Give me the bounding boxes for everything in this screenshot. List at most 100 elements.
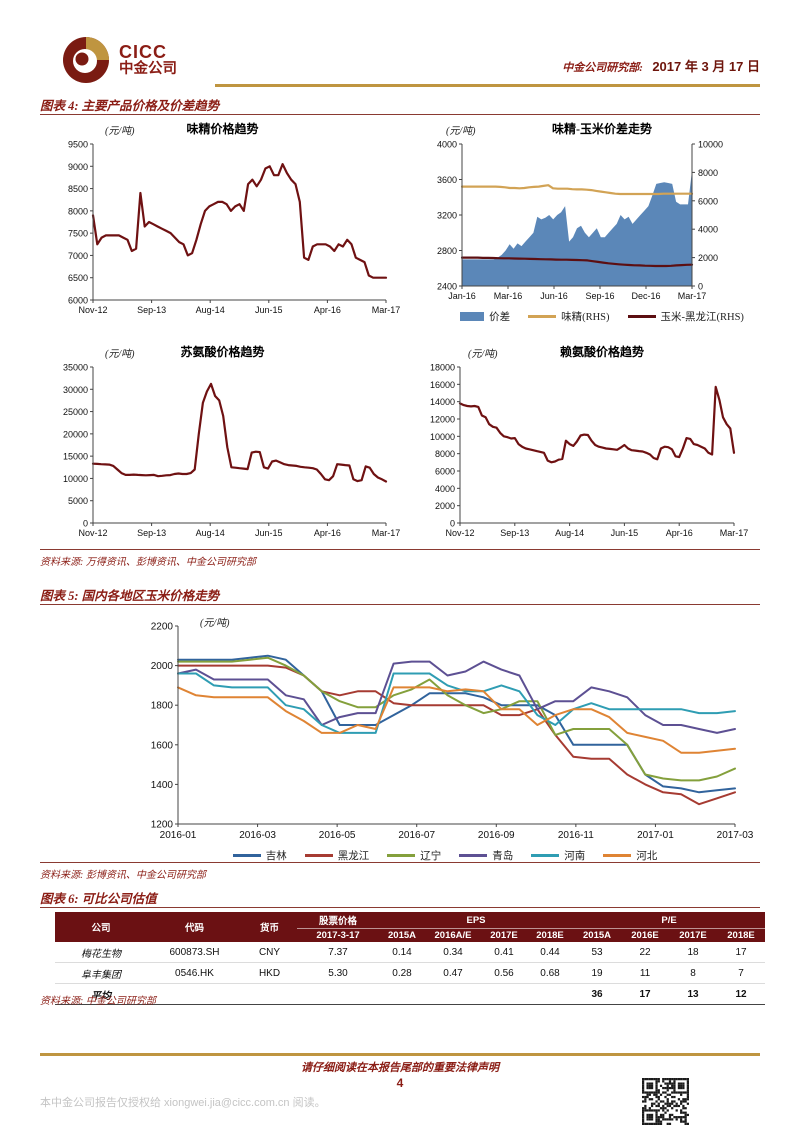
figure4-source: 资料来源: 万得资讯、彭博资讯、中金公司研究部 [40,557,256,568]
svg-text:3200: 3200 [437,211,457,221]
chart-lysine-price: (元/吨) 赖氨酸价格趋势 0 2000 4000 6000 8000 10000 1200… [418,343,786,546]
svg-text:Jun-15: Jun-15 [611,528,639,538]
legend-swatch [460,312,485,321]
table-cell: 阜丰集团 [55,962,147,984]
svg-text:8000: 8000 [68,206,88,216]
svg-text:1400: 1400 [151,780,174,791]
svg-text:Mar-17: Mar-17 [678,291,707,301]
table-header-cell: 2017-3-17 [297,928,379,942]
svg-text:Mar-17: Mar-17 [372,528,400,538]
table-cell: 0.34 [425,942,481,963]
svg-text:30000: 30000 [63,385,88,395]
cicc-logo: CICC 中金公司 [62,36,177,84]
legend-item: 价差 [460,309,510,324]
table-cell: 11 [621,962,670,984]
svg-text:2016-03: 2016-03 [239,830,276,841]
svg-text:10000: 10000 [430,432,455,442]
svg-text:2017-01: 2017-01 [637,830,674,841]
legend-label: 味精(RHS) [561,312,610,323]
svg-text:1200: 1200 [151,820,174,831]
svg-text:Sep-16: Sep-16 [585,291,614,301]
legend-label: 黑龙江 [337,851,370,862]
legend-item: 吉林 [232,848,287,863]
chart-msg-corn-spread: (元/吨) 味精-玉米价差走势 2400 2800 3200 3600 4000 0 200… [418,120,786,324]
chart-title: 味精-玉米价差走势 [552,122,652,136]
figure4-rule [40,114,760,115]
svg-text:8000: 8000 [698,168,718,178]
svg-text:5000: 5000 [68,496,88,506]
table-cell: 22 [621,942,670,963]
table-cell [379,983,425,1005]
svg-text:2200: 2200 [151,622,174,633]
legal-notice: 请仔细阅读在本报告尾部的重要法律声明 [301,1062,499,1074]
svg-text:Nov-12: Nov-12 [78,528,107,538]
report-date: 2017 年 3 月 17 日 [652,59,760,74]
logo-text-en: CICC [119,41,167,62]
table-header-cell: P/E [573,912,766,929]
svg-text:6000: 6000 [698,196,718,206]
table-cell [527,983,574,1005]
figure4-title: 图表 4: 主要产品价格及价差趋势 [40,99,220,113]
legend-label: 河北 [636,851,658,862]
table-cell: 5.30 [297,962,379,984]
table-cell: 36 [573,983,622,1005]
svg-text:Apr-16: Apr-16 [314,528,341,538]
svg-text:Nov-12: Nov-12 [78,305,107,315]
svg-text:2800: 2800 [437,246,457,256]
axis-unit-label: (元/吨) [105,126,135,137]
svg-text:1800: 1800 [151,701,174,712]
legend-label: 河南 [564,851,586,862]
table-cell: HKD [242,962,297,984]
svg-text:2016-07: 2016-07 [398,830,435,841]
figure5-rule [40,604,760,605]
corn-regional-plot: 1200 1400 1600 1800 2000 2200 2016-01 2016-03 20… [151,622,754,842]
chart-msg-price: (元/吨) 味精价格趋势 6000 6500 7000 7500 8000 8500 900… [45,120,400,323]
svg-text:7000: 7000 [68,251,88,261]
legend-label: 玉米-黑龙江(RHS) [660,312,744,323]
svg-text:14000: 14000 [430,397,455,407]
axis-unit-label: (元/吨) [105,349,135,360]
logo-text-cn: 中金公司 [119,60,177,77]
table-cell: 17 [621,983,670,1005]
svg-text:25000: 25000 [63,407,88,417]
figure5-source-rule [40,862,760,863]
table-cell: 13 [669,983,718,1005]
svg-text:2000: 2000 [698,253,718,263]
table-cell: 600873.SH [147,942,242,963]
axis-unit-label: (元/吨) [468,349,498,360]
table-cell: 0.44 [527,942,574,963]
lysine-plot: 0 2000 4000 6000 8000 10000 12000 14000 16000 180… [430,363,748,539]
qr-code [642,1078,689,1125]
page-number: 4 [396,1076,404,1090]
svg-text:2016-05: 2016-05 [319,830,356,841]
svg-text:Dec-16: Dec-16 [631,291,660,301]
table-header-cell: 2017E [669,928,718,942]
legend-swatch [459,854,488,857]
msg-price-plot: 6000 6500 7000 7500 8000 8500 9000 9500 Nov-12 Se… [68,140,400,316]
legend-label: 辽宁 [420,851,442,862]
svg-text:16000: 16000 [430,380,455,390]
table-cell: 梅花生物 [55,942,147,963]
table-header-cell: 2018E [527,928,574,942]
svg-text:Jun-15: Jun-15 [255,528,283,538]
svg-text:9500: 9500 [68,140,88,150]
svg-text:Mar-17: Mar-17 [372,305,400,315]
svg-text:2400: 2400 [437,282,457,292]
svg-text:9000: 9000 [68,162,88,172]
table-cell: 8 [669,962,718,984]
table-cell: CNY [242,942,297,963]
spread-plot: 2400 2800 3200 3600 4000 0 2000 4000 6000 8000 100… [437,140,723,302]
legend-label: 吉林 [265,851,287,862]
table-header-cell: 股票价格 [297,912,379,929]
chart-title: 味精价格趋势 [186,122,259,136]
figure4-source-rule [40,549,760,550]
svg-text:2000: 2000 [151,661,174,672]
table-cell: 0.68 [527,962,574,984]
svg-text:20000: 20000 [63,429,88,439]
svg-text:4000: 4000 [698,225,718,235]
svg-text:8000: 8000 [435,449,455,459]
legend-item: 味精(RHS) [528,309,610,324]
table-cell [297,983,379,1005]
legend-swatch [304,854,333,857]
table-cell: 0546.HK [147,962,242,984]
